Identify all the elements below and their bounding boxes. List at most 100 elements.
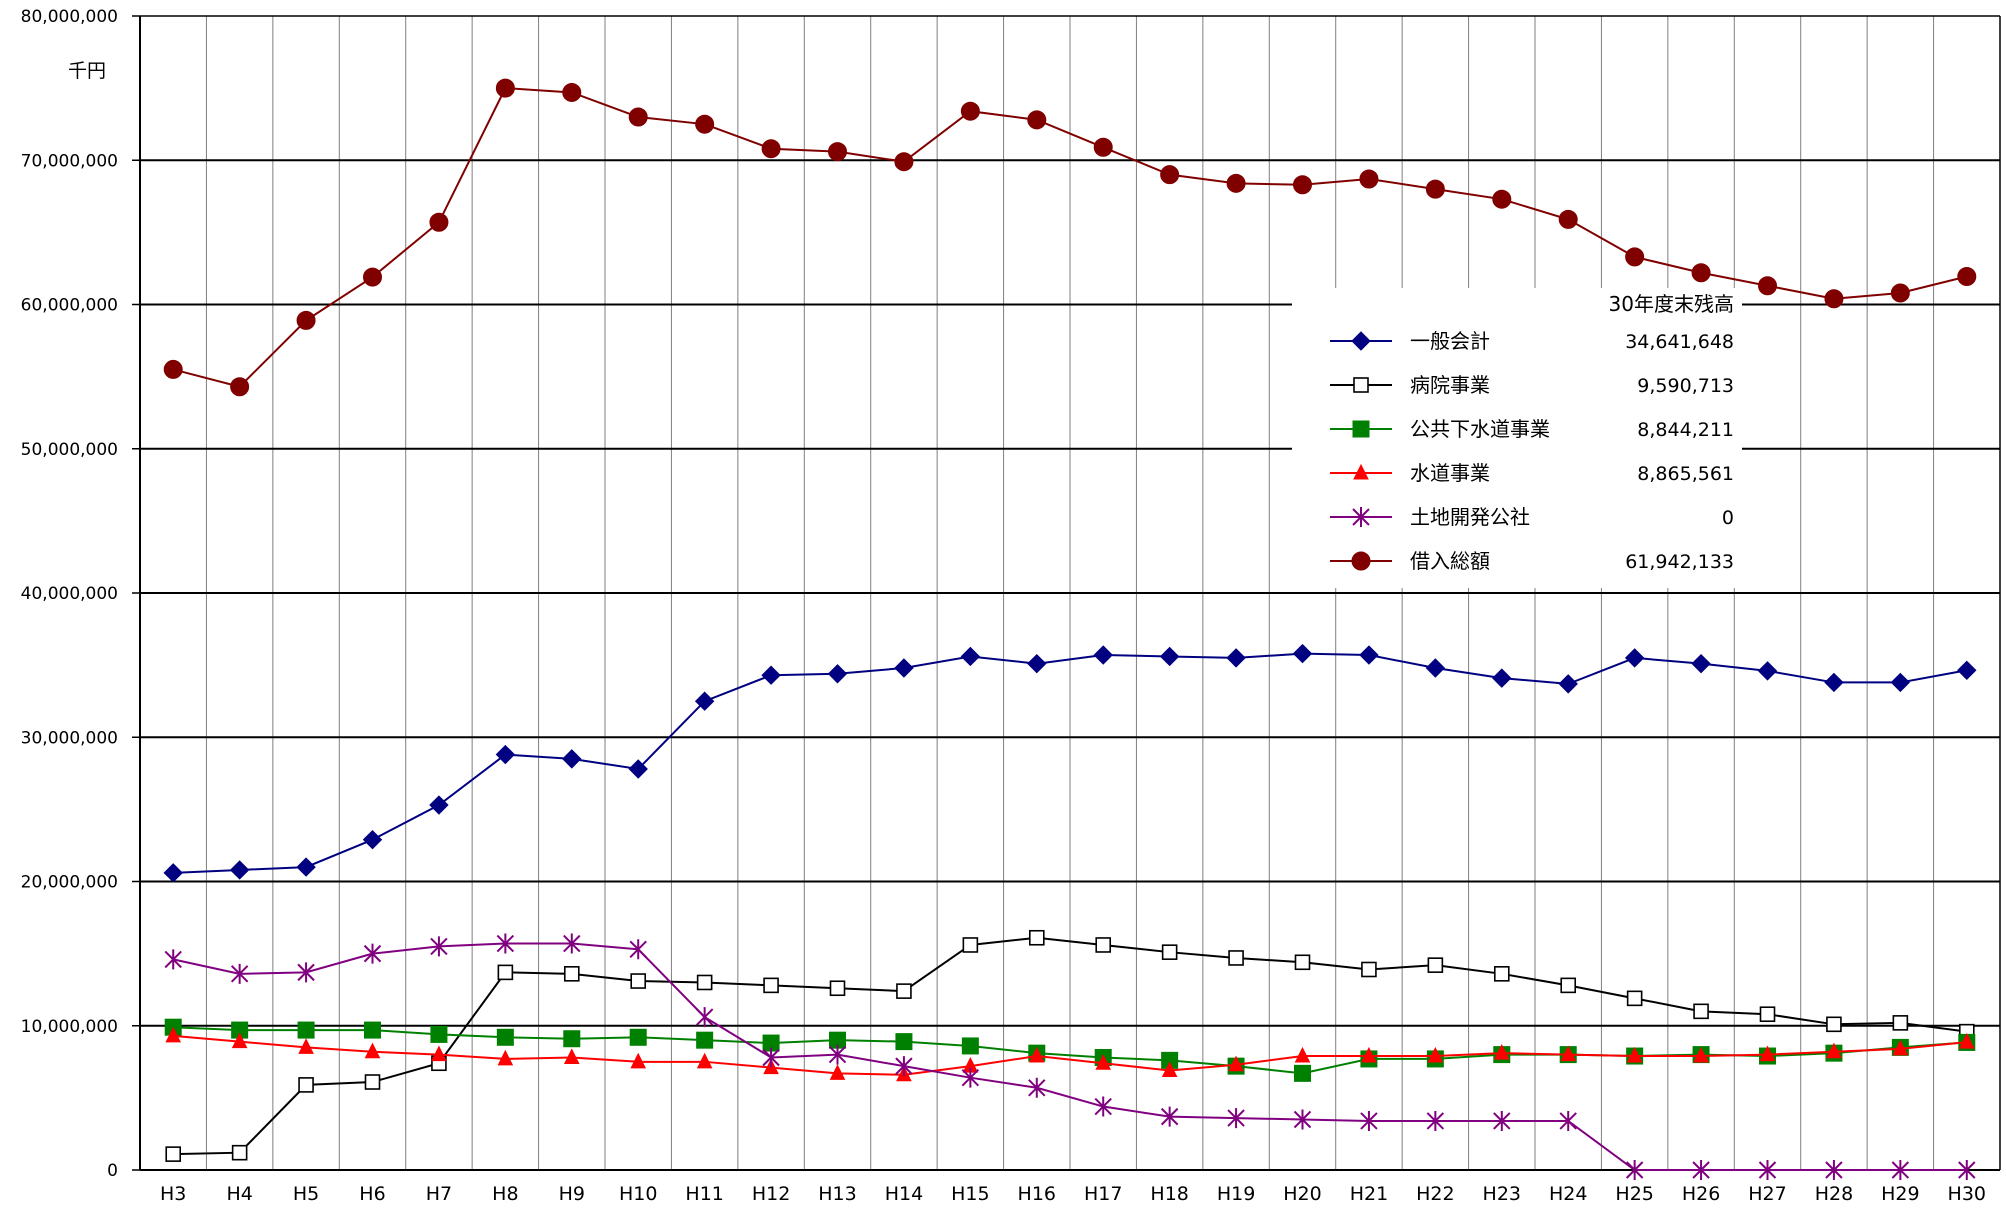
y-tick-label: 70,000,000: [21, 151, 118, 171]
data-point: [1493, 1044, 1510, 1060]
data-point: [1228, 950, 1244, 966]
legend-end-value: 8,865,561: [1637, 463, 1734, 485]
data-point: [629, 939, 647, 960]
legend-item: 借入総額 61,942,133: [1330, 549, 1734, 573]
data-point: [1492, 189, 1512, 209]
data-point: [828, 1044, 847, 1065]
y-unit-label: 千円: [68, 60, 106, 82]
data-point: [829, 1064, 846, 1080]
data-point: [1292, 643, 1313, 664]
data-point: [630, 973, 647, 989]
data-point: [694, 691, 715, 711]
data-point: [1161, 944, 1178, 960]
legend-marker: [1352, 507, 1370, 527]
data-point: [894, 658, 914, 678]
data-point: [1028, 929, 1045, 946]
x-tick-label: H7: [426, 1183, 452, 1205]
legend-end-value: 0: [1722, 507, 1734, 529]
data-point: [695, 114, 715, 134]
data-point: [496, 1028, 514, 1046]
data-point: [1427, 1046, 1444, 1063]
x-tick-label: H6: [359, 1183, 385, 1205]
data-point: [1226, 173, 1246, 193]
series-0: [163, 643, 1977, 883]
data-point: [364, 1042, 381, 1059]
data-point: [1826, 1016, 1842, 1033]
x-tick-label: H18: [1150, 1183, 1188, 1205]
legend-item: 公共下水道事業 8,844,211: [1330, 417, 1734, 441]
x-tick-label: H16: [1018, 1183, 1056, 1205]
data-point: [163, 863, 183, 883]
data-point: [165, 1146, 182, 1162]
x-tick-label: H29: [1881, 1183, 1919, 1205]
legend-end-value: 9,590,713: [1637, 375, 1734, 397]
data-point: [1427, 957, 1444, 973]
legend-marker: [1351, 331, 1371, 351]
x-tick-label: H19: [1217, 1183, 1255, 1205]
data-point: [763, 977, 779, 994]
x-tick-label: H30: [1948, 1183, 1986, 1205]
x-tick-label: H11: [685, 1183, 723, 1205]
y-tick-label: 40,000,000: [21, 584, 118, 604]
x-tick-label: H26: [1682, 1183, 1720, 1205]
data-point: [1492, 668, 1512, 688]
data-point: [163, 359, 183, 379]
data-point: [495, 744, 516, 765]
data-point: [1426, 1110, 1445, 1131]
data-point: [1957, 660, 1977, 681]
series-line: [173, 936, 1967, 1156]
x-tick-label: H4: [226, 1183, 252, 1205]
x-tick-label: H5: [293, 1183, 319, 1205]
data-point: [1293, 175, 1312, 195]
data-point: [298, 1038, 314, 1054]
data-point: [628, 759, 648, 779]
legend-series-name: 病院事業: [1410, 373, 1490, 397]
data-point: [1294, 954, 1311, 971]
data-point: [229, 860, 250, 880]
x-tick-label: H12: [752, 1183, 790, 1205]
data-point: [762, 1047, 780, 1068]
data-point: [696, 974, 713, 991]
data-point: [960, 646, 981, 667]
data-point: [1027, 110, 1047, 130]
data-point: [1626, 1046, 1643, 1063]
data-point: [1425, 179, 1445, 199]
data-point: [1691, 263, 1711, 283]
data-point: [298, 1077, 314, 1093]
data-point: [1625, 1160, 1644, 1180]
data-point: [296, 310, 316, 330]
data-point: [562, 749, 582, 769]
data-point: [1359, 169, 1379, 189]
data-point: [695, 1007, 714, 1028]
data-point: [1625, 247, 1645, 267]
data-point: [431, 1045, 447, 1062]
legend-item: 土地開発公社 0: [1330, 505, 1734, 529]
data-point: [430, 936, 448, 957]
data-point: [1027, 653, 1047, 674]
data-point: [960, 101, 980, 121]
x-tick-label: H28: [1815, 1183, 1853, 1205]
data-point: [1294, 1064, 1311, 1082]
data-point: [1361, 961, 1377, 978]
data-point: [1095, 1054, 1112, 1070]
data-point: [1228, 1055, 1244, 1072]
data-point: [1293, 1109, 1312, 1130]
data-point: [165, 1026, 182, 1043]
data-point: [363, 267, 382, 287]
data-point: [895, 1033, 913, 1051]
data-point: [363, 943, 382, 964]
data-point: [1759, 1006, 1776, 1023]
data-point: [628, 107, 648, 127]
data-point: [1891, 1160, 1910, 1180]
data-point: [1560, 1045, 1577, 1062]
data-point: [1693, 1046, 1709, 1063]
x-tick-label: H8: [492, 1183, 518, 1205]
data-point: [1892, 1015, 1909, 1031]
series-line: [173, 942, 1967, 1171]
data-point: [497, 964, 514, 981]
data-point: [1361, 1046, 1377, 1063]
data-point: [896, 983, 912, 999]
x-tick-label: H22: [1416, 1183, 1454, 1205]
series-line: [173, 652, 1967, 874]
